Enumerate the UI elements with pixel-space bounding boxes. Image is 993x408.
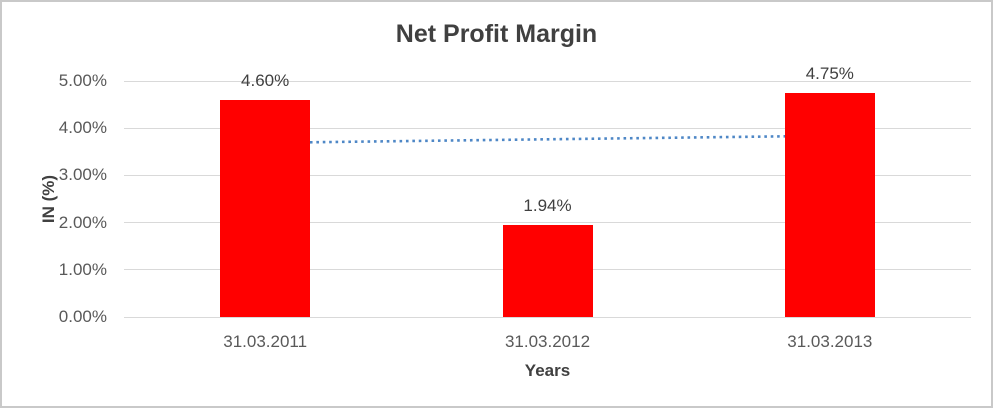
y-axis-tick-label: 1.00%: [58, 259, 107, 279]
y-axis-tick-label: 3.00%: [58, 165, 107, 185]
gridline: [124, 316, 971, 318]
gridline: [124, 174, 971, 176]
chart-title: Net Profit Margin: [395, 20, 598, 48]
gridline: [124, 222, 971, 224]
bar: [502, 225, 593, 317]
bar-data-label: 4.75%: [805, 63, 854, 83]
y-axis-tick-label: 2.00%: [58, 212, 107, 232]
x-axis-title: Years: [524, 361, 571, 380]
gridline: [124, 127, 971, 129]
y-axis-tick-label: 0.00%: [58, 307, 107, 326]
trendline: [265, 134, 830, 145]
y-axis-tick-label: 4.00%: [58, 118, 107, 138]
bar-data-label: 4.60%: [241, 70, 290, 90]
gridline: [124, 80, 971, 82]
y-axis-tick-label: 5.00%: [58, 71, 107, 90]
x-axis-tick-label: 31.03.2011: [223, 332, 308, 351]
bar: [220, 99, 311, 317]
bar-data-label: 1.94%: [523, 196, 572, 216]
x-axis-tick-label: 31.03.2012: [504, 332, 591, 351]
x-axis-tick-label: 31.03.2013: [787, 332, 873, 351]
bar: [784, 92, 875, 317]
trendline-layer: [265, 134, 830, 145]
